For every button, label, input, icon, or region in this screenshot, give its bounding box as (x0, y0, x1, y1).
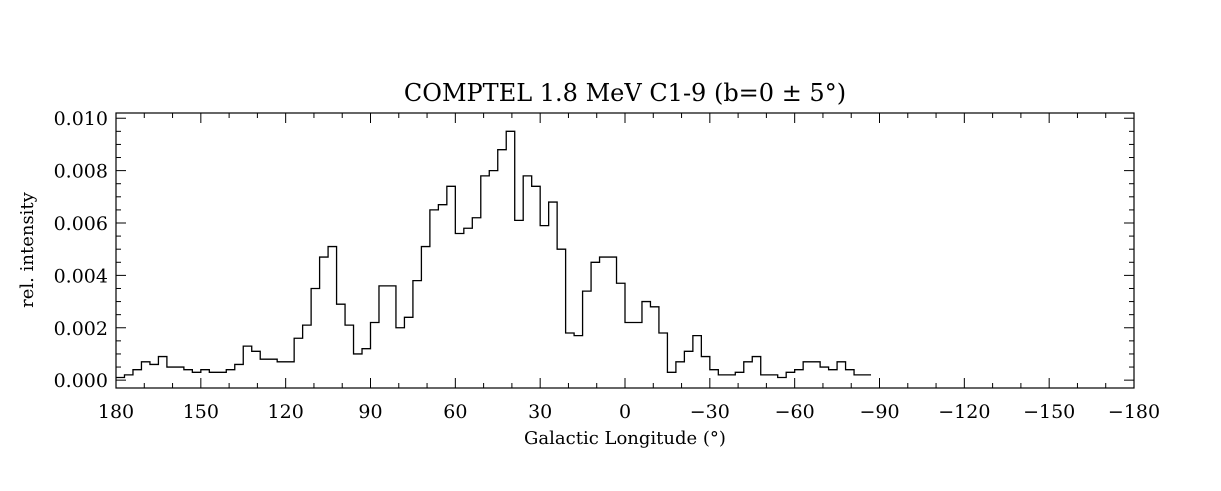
y-axis-label: rel. intensity (17, 191, 38, 308)
x-tick-labels: 180 150 120 90 60 30 0 −30 −60 −90 −120 −150 −180 (98, 401, 1160, 423)
x-axis-label: Galactic Longitude (°) (524, 428, 726, 449)
y-tick-label: 0.000 (54, 370, 108, 392)
x-tick-label: 120 (268, 401, 304, 423)
chart-title: COMPTEL 1.8 MeV C1-9 (b=0 ± 5°) (404, 79, 846, 107)
x-tick-label: 150 (183, 401, 219, 423)
x-tick-label: −30 (690, 401, 730, 423)
x-tick-label: 90 (358, 401, 382, 423)
histogram-series-line (116, 130, 872, 379)
y-tick-label: 0.004 (54, 265, 108, 287)
y-tick-label: 0.008 (54, 161, 108, 183)
x-tick-label: 30 (528, 401, 552, 423)
y-tick-label: 0.006 (54, 213, 108, 235)
axis-ticks (115, 113, 1135, 388)
plot-border (115, 112, 1135, 389)
x-tick-label: −120 (938, 401, 990, 423)
x-tick-label: −60 (775, 401, 815, 423)
data-series (116, 130, 872, 379)
x-tick-label: −180 (1108, 401, 1160, 423)
plot-frame (115, 112, 1135, 389)
y-tick-label: 0.002 (54, 318, 108, 340)
x-tick-label: −90 (859, 401, 899, 423)
x-tick-label: 180 (98, 401, 134, 423)
x-tick-label: 60 (443, 401, 467, 423)
y-tick-labels: 0.000 0.002 0.004 0.006 0.008 0.010 (54, 108, 108, 392)
x-tick-label: −150 (1023, 401, 1075, 423)
y-tick-label: 0.010 (54, 108, 108, 130)
x-tick-label: 0 (619, 401, 631, 423)
